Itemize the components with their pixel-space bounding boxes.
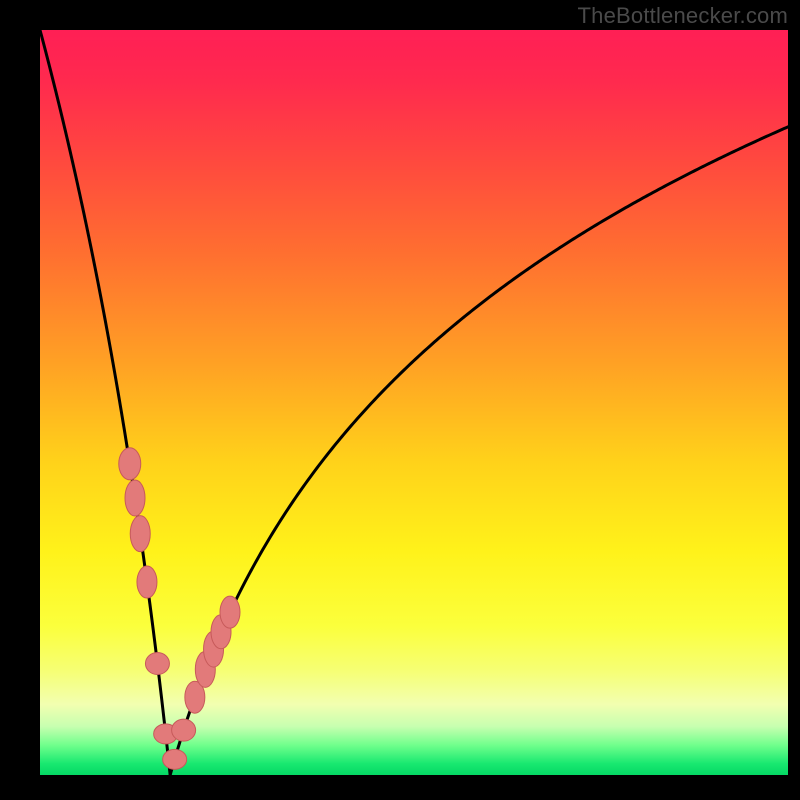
plot-area: [40, 30, 788, 775]
watermark-text: TheBottlenecker.com: [578, 3, 788, 29]
data-dot: [220, 596, 240, 628]
data-dot: [130, 516, 150, 552]
curve-layer: [40, 30, 788, 775]
curve-right-branch: [170, 127, 788, 775]
data-dot: [163, 749, 187, 769]
figure: TheBottlenecker.com: [0, 0, 800, 800]
data-dot: [125, 480, 145, 516]
data-dot: [172, 719, 196, 741]
data-dot: [119, 448, 141, 480]
data-dot: [145, 653, 169, 675]
data-dot: [137, 566, 157, 598]
